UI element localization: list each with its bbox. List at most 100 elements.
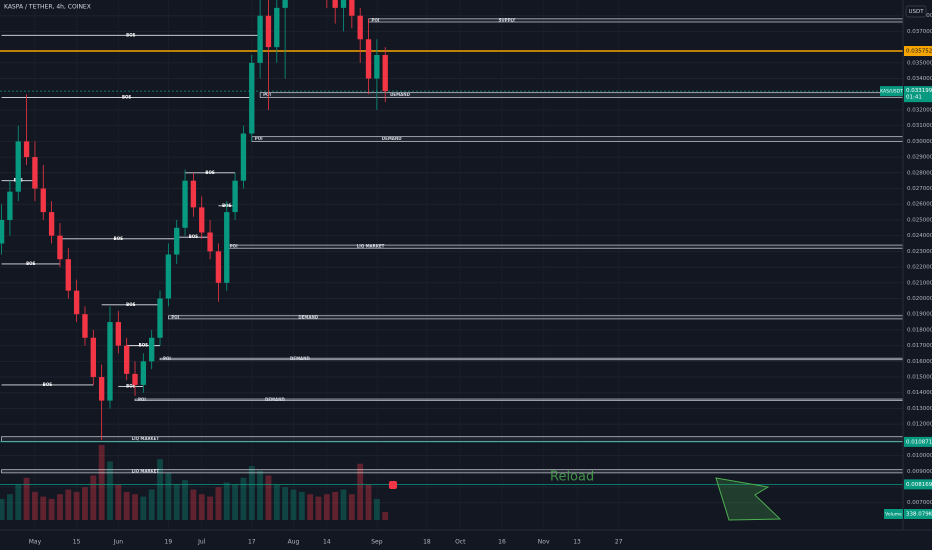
countdown-label: 01:41 — [906, 95, 922, 101]
price-label: 0.033199 — [906, 88, 932, 94]
zone — [159, 357, 903, 361]
candle-body — [332, 0, 338, 8]
candle-body — [349, 0, 355, 16]
bos-label: BOS — [139, 343, 148, 348]
axes: 0.0380000.0370000.0350000.0340000.032000… — [29, 13, 932, 545]
candle-body — [140, 361, 147, 385]
candle-body — [215, 251, 222, 283]
volume-bar — [282, 487, 289, 520]
zone-label: SUPPLY — [499, 17, 516, 22]
y-tick-label: 0.020000 — [907, 296, 932, 302]
volume-bar — [65, 489, 72, 520]
candle-body — [98, 377, 105, 401]
volume-bar — [340, 489, 347, 520]
zone-label: POI — [163, 356, 171, 361]
x-tick-label: Oct — [455, 539, 466, 546]
zone — [251, 136, 903, 142]
x-tick-label: 19 — [165, 539, 173, 546]
zone — [259, 92, 903, 98]
x-tick-label: 27 — [615, 539, 623, 546]
y-tick-label: 0.034000 — [907, 76, 932, 82]
y-tick-label: 0.035000 — [907, 60, 932, 66]
volume-value: 338.079K — [906, 512, 932, 518]
volume-bar — [157, 459, 163, 520]
volume-bar — [123, 491, 130, 520]
candle-body — [40, 188, 46, 213]
volume-bar — [240, 477, 247, 520]
candle-body — [15, 141, 21, 192]
candle-body — [274, 7, 280, 48]
candle-body — [82, 314, 88, 338]
y-tick-label: 0.032000 — [907, 107, 932, 113]
volume-bar — [382, 512, 389, 520]
volume-bar — [190, 489, 197, 520]
volume-bar — [315, 496, 322, 520]
candle-body — [365, 39, 372, 79]
candle-body — [32, 157, 38, 189]
zone-label: POI — [230, 244, 238, 249]
bos-label: BOS — [126, 32, 135, 37]
volume-bar — [307, 494, 314, 520]
bos-label: BOS — [26, 261, 35, 266]
currency-label[interactable]: USDT — [908, 9, 924, 15]
volume-bar — [40, 496, 47, 520]
y-tick-label: 0.026000 — [907, 202, 932, 208]
y-tick-label: 0.019000 — [907, 312, 932, 318]
candle-body — [265, 15, 272, 48]
volume-bar — [82, 487, 88, 520]
symbol-box — [880, 86, 903, 97]
zone-label: POI — [255, 136, 263, 141]
candle-body — [7, 191, 13, 220]
candle-body — [124, 345, 130, 374]
chart-title: KASPA / TETHER, 4h, COINEX — [4, 4, 91, 11]
volume-bar — [115, 484, 122, 520]
y-tick-label: 0.022000 — [907, 265, 932, 271]
volume-bar — [173, 484, 180, 520]
candle-body — [257, 15, 263, 63]
y-tick-label: 0.018000 — [907, 327, 932, 333]
volume-bar — [15, 484, 22, 520]
candle-body — [199, 207, 205, 233]
zone — [226, 244, 903, 249]
y-tick-label: 0.027000 — [907, 186, 932, 192]
candle-body — [57, 235, 63, 260]
volume-bar — [223, 482, 230, 520]
candle-body — [48, 212, 55, 236]
volume-name-box — [884, 509, 903, 519]
y-tick-label: 0.030000 — [907, 139, 932, 145]
volume-bar — [6, 494, 13, 520]
volume-bar — [148, 489, 155, 520]
volume-bar — [140, 496, 147, 520]
zone — [168, 315, 903, 320]
price-box — [904, 86, 932, 103]
zone-label: LIQ MARKET — [357, 244, 385, 249]
volume-bar — [207, 496, 213, 520]
candle-body — [340, 0, 347, 8]
currency-box[interactable] — [905, 5, 927, 18]
y-tick-label: 0.016000 — [907, 359, 932, 365]
zone-label: DEMAND — [265, 397, 285, 402]
candle-body — [107, 322, 113, 401]
volume-value-box — [904, 509, 932, 519]
volume-bar — [348, 494, 355, 520]
volume-bar — [257, 470, 264, 520]
zone-label: DEMAND — [298, 314, 318, 319]
zone-label: POI — [372, 17, 380, 22]
x-tick-label: Sep — [371, 539, 383, 546]
y-tick-label: 0.007000 — [907, 500, 932, 506]
y-tick-label: 0.015000 — [907, 375, 932, 381]
bos-label: BOS — [122, 94, 131, 99]
candle-body — [0, 219, 5, 244]
price-box — [904, 436, 932, 447]
zone-label: POI — [171, 314, 179, 319]
volume-bar — [48, 498, 55, 520]
volume-name: Volume — [885, 512, 902, 518]
symbol-label: KAS/USDT — [880, 89, 903, 95]
candle-body — [90, 337, 96, 378]
y-tick-label: 0.010000 — [907, 453, 932, 459]
bos-label: BOS — [126, 383, 135, 388]
zone-label: POI — [263, 92, 271, 97]
candle-body — [374, 54, 380, 79]
x-tick-label: 16 — [498, 539, 506, 546]
